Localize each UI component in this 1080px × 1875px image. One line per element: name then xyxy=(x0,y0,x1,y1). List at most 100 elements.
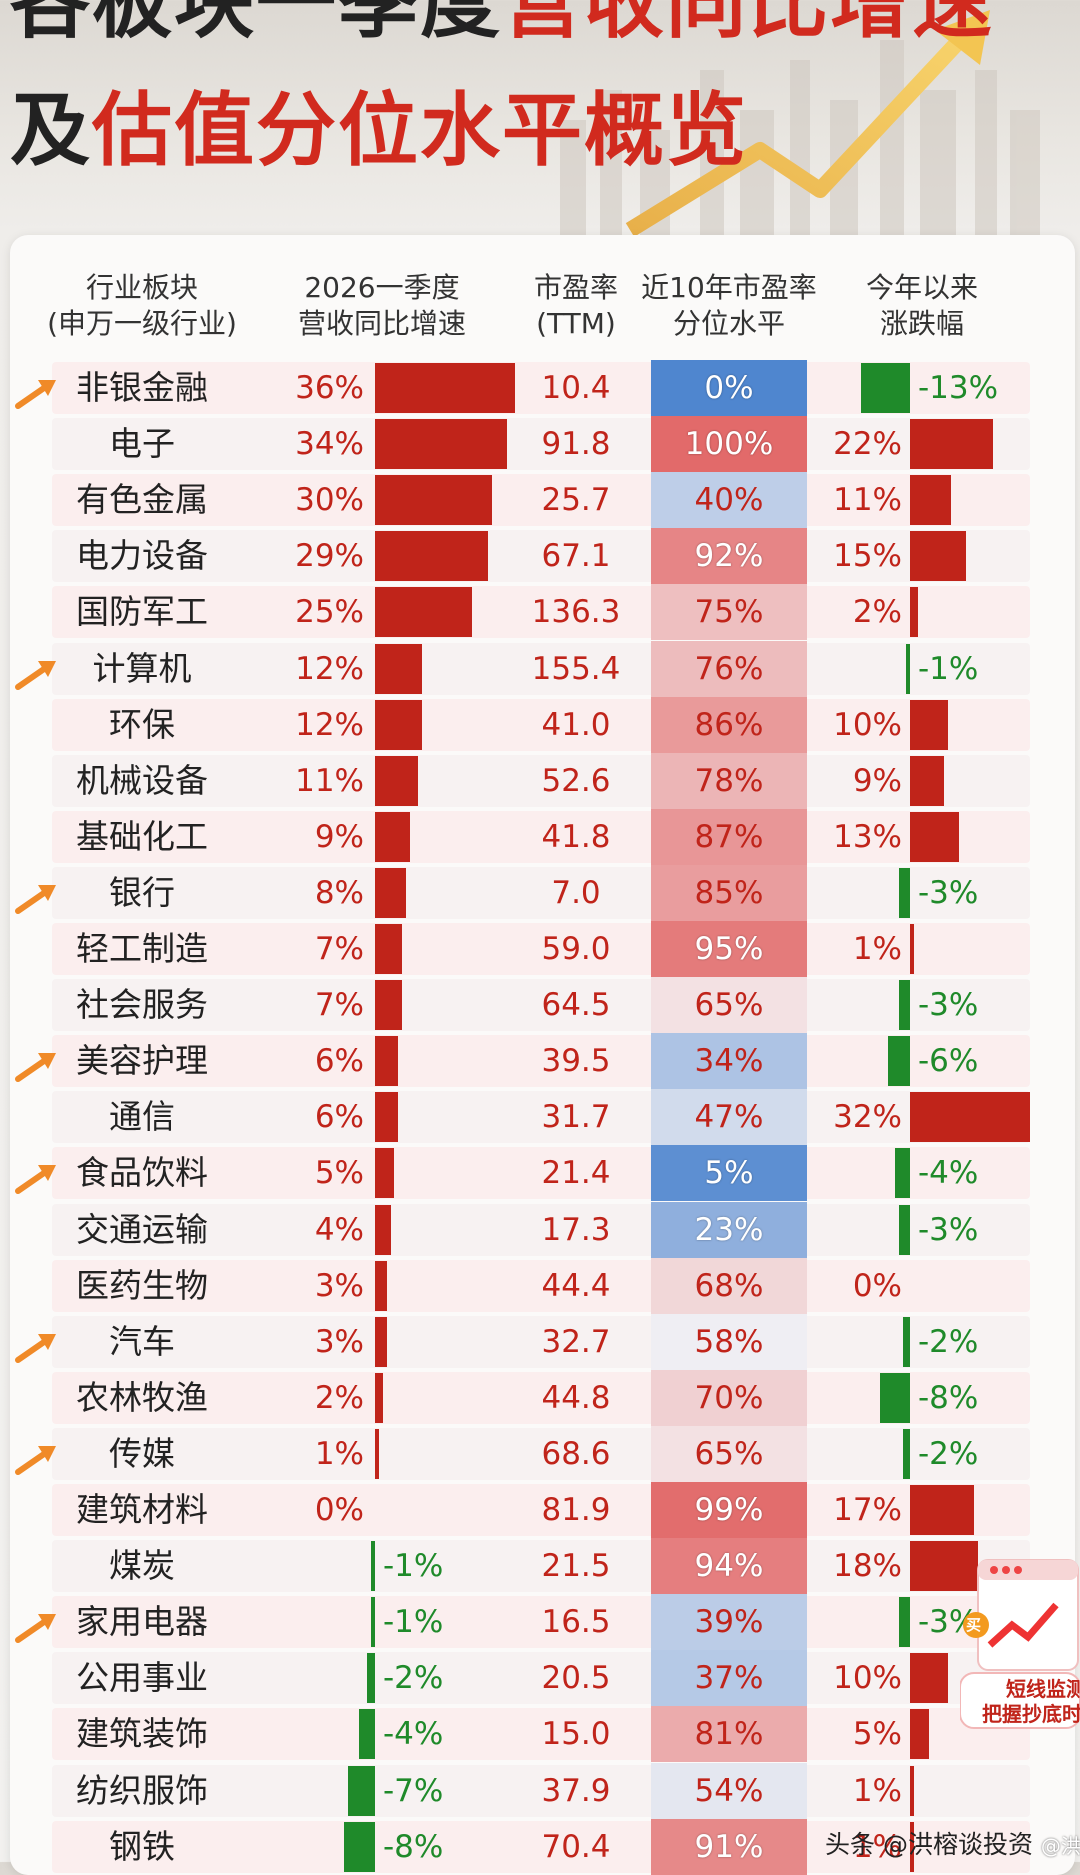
ytd-change-value: 11% xyxy=(833,482,902,519)
ytd-change-bar xyxy=(898,1597,910,1648)
pe-ttm-value: 21.5 xyxy=(541,1548,611,1585)
sector-name: 建筑材料 xyxy=(76,1490,208,1529)
pe-percentile-value: 85% xyxy=(694,874,764,911)
sector-name: 汽车 xyxy=(109,1321,175,1361)
revenue-growth-bar xyxy=(375,980,403,1031)
header-revenue-line2: 营收同比增速 xyxy=(297,307,466,340)
highlight-arrow-icon xyxy=(15,1333,56,1363)
revenue-growth-value: 5% xyxy=(314,1155,364,1192)
revenue-growth-value: 11% xyxy=(295,762,364,799)
pe-ttm-value: 91.8 xyxy=(541,426,611,463)
table-row xyxy=(52,1484,1030,1536)
highlight-arrow-icon xyxy=(15,884,56,914)
header-skyline-decoration xyxy=(560,10,1040,240)
pe-ttm-value: 68.6 xyxy=(541,1435,611,1472)
title-dark-part: 及 xyxy=(10,84,92,177)
pe-percentile-cell-bg xyxy=(651,808,807,865)
highlight-arrow-icon xyxy=(15,1053,56,1083)
revenue-growth-value: -2% xyxy=(383,1660,444,1697)
revenue-growth-bar xyxy=(375,1204,391,1255)
pe-ttm-value: 64.5 xyxy=(541,987,611,1024)
pe-percentile-cell-bg xyxy=(651,1762,807,1819)
pe-ttm-value: 67.1 xyxy=(541,538,611,575)
pe-percentile-value: 70% xyxy=(694,1379,764,1416)
ad-line-2: 把握抄底时 xyxy=(982,1702,1080,1726)
ytd-change-bar xyxy=(910,1709,929,1760)
ytd-change-bar xyxy=(910,419,993,470)
ytd-change-bar xyxy=(861,363,910,413)
sector-name: 机械设备 xyxy=(76,760,208,800)
pe-percentile-cell-bg xyxy=(651,1369,807,1426)
pe-ttm-value: 41.8 xyxy=(541,818,611,855)
pe-percentile-cell-bg xyxy=(651,640,807,697)
revenue-growth-bar xyxy=(375,1260,387,1311)
pe-ttm-value: 44.8 xyxy=(541,1379,611,1416)
ytd-change-bar xyxy=(910,1541,978,1592)
ytd-change-value: -3% xyxy=(918,874,979,911)
header-pe-line2: (TTM) xyxy=(536,307,616,340)
pe-percentile-cell-bg xyxy=(651,921,807,977)
ytd-change-bar xyxy=(910,924,914,974)
pe-percentile-cell-bg xyxy=(651,1538,807,1595)
revenue-growth-value: 6% xyxy=(314,1099,364,1136)
ad-line-1: 短线监测 xyxy=(1006,1677,1080,1701)
pe-ttm-value: 21.4 xyxy=(541,1155,611,1192)
pe-percentile-value: 65% xyxy=(694,987,764,1024)
ytd-change-bar xyxy=(910,811,959,862)
header-pe-line1: 市盈率 xyxy=(533,271,618,304)
sector-name: 有色金属 xyxy=(76,480,208,520)
table-row xyxy=(52,1764,1030,1817)
sector-name: 电子 xyxy=(109,424,175,464)
ytd-change-value: 32% xyxy=(833,1099,902,1136)
ytd-change-bar xyxy=(898,1204,910,1255)
page-title-line-1: 各板块一季度营收同比增速 xyxy=(10,0,994,48)
sector-name: 非银金融 xyxy=(76,368,208,407)
ytd-change-value: -3% xyxy=(918,987,979,1024)
header-sector-line2: (申万一级行业) xyxy=(47,307,237,340)
pe-percentile-cell-bg xyxy=(651,1033,807,1090)
ytd-change-bar xyxy=(910,1092,1030,1143)
revenue-growth-bar xyxy=(375,475,492,526)
pe-ttm-value: 52.6 xyxy=(541,762,611,799)
sector-name: 国防军工 xyxy=(76,592,208,632)
header-pe-percentile-line1: 近10年市盈率 xyxy=(641,271,817,304)
revenue-growth-bar xyxy=(375,811,410,862)
ad-card[interactable]: 买 短线监测 把握抄底时 xyxy=(959,1555,1080,1730)
watermark-primary: 头条 @洪榕谈投资 xyxy=(825,1830,1033,1859)
pe-ttm-value: 31.7 xyxy=(541,1099,611,1136)
sector-name: 食品饮料 xyxy=(76,1153,208,1193)
pe-percentile-value: 23% xyxy=(694,1211,764,1248)
table-row xyxy=(52,474,1030,527)
revenue-growth-bar xyxy=(375,924,403,974)
pe-percentile-cell-bg xyxy=(651,1425,807,1482)
table-row xyxy=(52,1315,1030,1368)
pe-percentile-cell-bg xyxy=(651,1650,807,1707)
ytd-change-value: 1% xyxy=(852,1828,902,1865)
pe-percentile-cell-bg xyxy=(651,1482,807,1538)
pe-percentile-cell-bg xyxy=(651,360,807,416)
table-row xyxy=(52,754,1030,807)
ytd-change-bar xyxy=(910,1821,914,1872)
sector-name: 社会服务 xyxy=(76,985,208,1025)
table-row xyxy=(52,1259,1030,1312)
ytd-change-bar xyxy=(910,755,944,806)
watermark-secondary: @洪榕 xyxy=(1040,1834,1080,1858)
ytd-change-bar xyxy=(906,643,910,694)
ytd-change-value: 15% xyxy=(833,538,902,575)
ytd-change-value: 22% xyxy=(833,426,902,463)
pe-ttm-value: 155.4 xyxy=(531,650,621,687)
pe-ttm-value: 41.0 xyxy=(541,706,611,743)
pe-ttm-value: 70.4 xyxy=(541,1828,611,1865)
pe-percentile-value: 100% xyxy=(684,426,774,463)
revenue-growth-value: 1% xyxy=(314,1435,364,1472)
revenue-growth-bar xyxy=(375,1036,399,1087)
watermark: 头条 @洪榕谈投资 @洪榕 xyxy=(825,1825,1080,1861)
pe-percentile-cell-bg xyxy=(651,584,807,641)
table-row xyxy=(52,923,1030,975)
sector-name: 建筑装饰 xyxy=(76,1714,208,1754)
pe-percentile-value: 37% xyxy=(694,1660,764,1697)
ytd-change-bar xyxy=(910,475,952,526)
revenue-growth-value: 3% xyxy=(314,1323,364,1360)
pe-ttm-value: 32.7 xyxy=(541,1323,611,1360)
page-title-line-2: 及估值分位水平概览 xyxy=(10,86,748,176)
